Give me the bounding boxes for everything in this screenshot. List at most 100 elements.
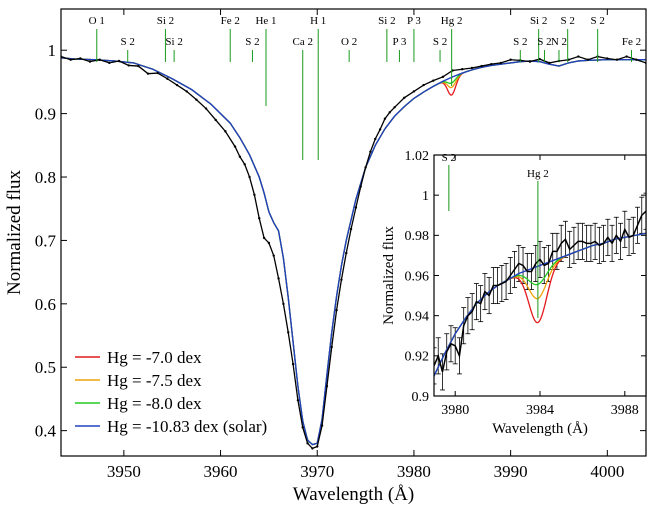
observed-point: [345, 251, 348, 255]
observed-point: [117, 59, 121, 63]
x-tick-label: 3980: [441, 403, 469, 418]
observed-point: [325, 385, 329, 388]
observed-point: [548, 61, 551, 65]
observed-point: [195, 98, 198, 101]
observed-point: [383, 117, 387, 120]
observed-point: [272, 254, 275, 257]
line-id-label: Si 2: [378, 15, 395, 27]
observed-point: [185, 90, 188, 93]
line-id-label: O 1: [89, 15, 105, 27]
legend-label: Hg = -8.0 dex: [107, 394, 202, 413]
observed-point: [490, 62, 493, 66]
y-tick-label: 0.92: [405, 350, 430, 365]
line-id-label: Si 2: [157, 15, 174, 27]
observed-point: [635, 58, 638, 61]
observed-point: [470, 66, 474, 70]
observed-point: [277, 277, 280, 280]
observed-point: [287, 331, 290, 334]
y-tick-label: 0.4: [35, 422, 57, 441]
observed-point: [316, 445, 319, 448]
observed-point: [364, 166, 367, 169]
observed-point: [127, 64, 130, 67]
line-id-label: P 3: [392, 36, 406, 48]
observed-point: [461, 68, 464, 71]
line-id-label: Fe 2: [622, 36, 641, 48]
observed-point: [340, 278, 343, 281]
line-id-label: O 2: [341, 36, 357, 48]
legend: Hg = -7.0 dex Hg = -7.5 dex Hg = -8.0 dex H…: [75, 348, 267, 436]
plot-frame: [433, 154, 647, 397]
x-tick-label: 3970: [300, 462, 334, 481]
observed-point: [224, 130, 227, 133]
observed-point: [267, 241, 271, 245]
x-axis-label: Wavelength (Å): [293, 484, 414, 505]
observed-point: [480, 64, 483, 68]
y-axis-label: Normalized flux: [381, 226, 397, 325]
line-id-label: Si 2: [165, 36, 182, 48]
observed-point: [441, 75, 445, 79]
observed-point: [330, 345, 333, 349]
observed-point: [282, 302, 285, 306]
observed-point: [499, 61, 503, 65]
observed-point: [248, 175, 251, 179]
observed-spectrum: [61, 55, 646, 450]
observed-point: [354, 206, 358, 209]
inset-plot: 3980 3984 3988 0.9 0.92 0.94 0.96 0.98 1 1.02 Wave…: [381, 149, 647, 437]
observed-point: [388, 111, 391, 114]
observed-spectrum: [434, 210, 646, 373]
line-id-label: S 2: [245, 36, 259, 48]
line-id-label: S 2: [513, 36, 527, 48]
observed-point: [69, 58, 72, 61]
observed-point: [166, 77, 169, 80]
observed-point: [243, 163, 246, 166]
observed-point: [606, 57, 609, 60]
line-id-label: H 1: [310, 15, 326, 27]
observed-point: [615, 58, 619, 61]
observed-point: [577, 55, 580, 58]
y-tick-label: 0.5: [35, 358, 56, 377]
y-tick-label: 0.96: [405, 269, 430, 284]
observed-point: [301, 426, 304, 429]
x-tick-label: 3950: [107, 462, 141, 481]
observed-point: [214, 118, 217, 122]
observed-point: [79, 57, 82, 60]
main-plot: 3950 3960 3970 3980 3990 4000 0.4 0.5 0.6 0.7 0.8 0…: [4, 8, 647, 505]
observed-point: [291, 362, 295, 366]
observed-point: [156, 71, 159, 75]
observed-point: [625, 55, 628, 58]
legend-label: Hg = -7.0 dex: [107, 348, 202, 367]
x-tick-label: 4000: [590, 462, 624, 481]
observed-point: [98, 58, 101, 61]
inset-line-id-label: S 2: [442, 152, 456, 164]
line-id-label: S 2: [537, 36, 551, 48]
x-tick-label: 3988: [611, 403, 639, 418]
plot-area: [434, 192, 646, 391]
line-id-label: P 3: [407, 15, 421, 27]
line-id-label: Hg 2: [441, 15, 463, 27]
x-tick-label: 3990: [494, 462, 528, 481]
observed-point: [262, 236, 266, 240]
y-tick-label: 1: [48, 41, 57, 60]
y-tick-label: 0.98: [405, 229, 430, 244]
observed-point: [528, 60, 532, 63]
line-id-label: S 2: [590, 15, 604, 27]
line-id-label: Si 2: [530, 15, 547, 27]
observed-point: [509, 58, 512, 61]
observed-point: [335, 308, 338, 312]
inset-line-ids: S 2 Hg 2: [442, 152, 549, 318]
plot-area: [61, 55, 646, 450]
observed-point: [204, 107, 208, 110]
observed-point: [137, 64, 140, 68]
y-tick-label: 0.7: [35, 231, 57, 250]
observed-point: [238, 155, 242, 158]
y-tick-label: 0.6: [35, 295, 56, 314]
observed-point: [320, 424, 324, 427]
observed-point: [369, 150, 372, 153]
observed-point: [146, 72, 150, 75]
observed-point: [422, 83, 425, 87]
y-axis-label: Normalized flux: [4, 169, 25, 295]
observed-point: [378, 128, 382, 131]
y-tick-label: 1.02: [405, 149, 430, 164]
line-id-label: He 1: [255, 15, 276, 27]
